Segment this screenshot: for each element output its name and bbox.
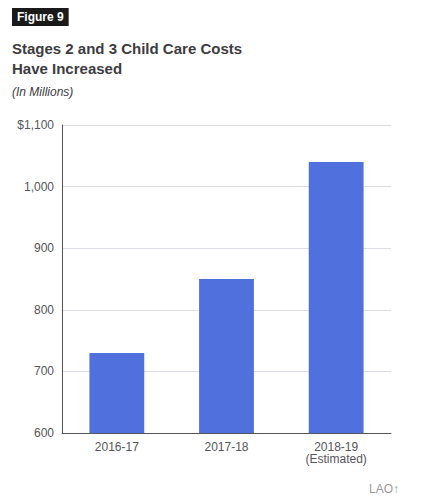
svg-text:Stages 2 and 3 Child Care Cost: Stages 2 and 3 Child Care Costs	[12, 40, 242, 57]
svg-text:2016-17: 2016-17	[95, 440, 139, 454]
svg-text:LAO↑: LAO↑	[369, 482, 399, 496]
svg-text:Have Increased: Have Increased	[12, 60, 122, 77]
svg-text:(In Millions): (In Millions)	[12, 85, 73, 99]
svg-text:(Estimated): (Estimated)	[305, 452, 366, 466]
svg-text:600: 600	[34, 426, 54, 440]
svg-text:2017-18: 2017-18	[204, 440, 248, 454]
svg-text:Figure 9: Figure 9	[17, 10, 64, 24]
svg-text:900: 900	[34, 241, 54, 255]
svg-text:$1,100: $1,100	[17, 118, 54, 132]
svg-text:2018-19: 2018-19	[314, 440, 359, 454]
svg-text:800: 800	[34, 303, 54, 317]
svg-text:1,000: 1,000	[24, 180, 54, 194]
svg-text:700: 700	[34, 364, 54, 378]
